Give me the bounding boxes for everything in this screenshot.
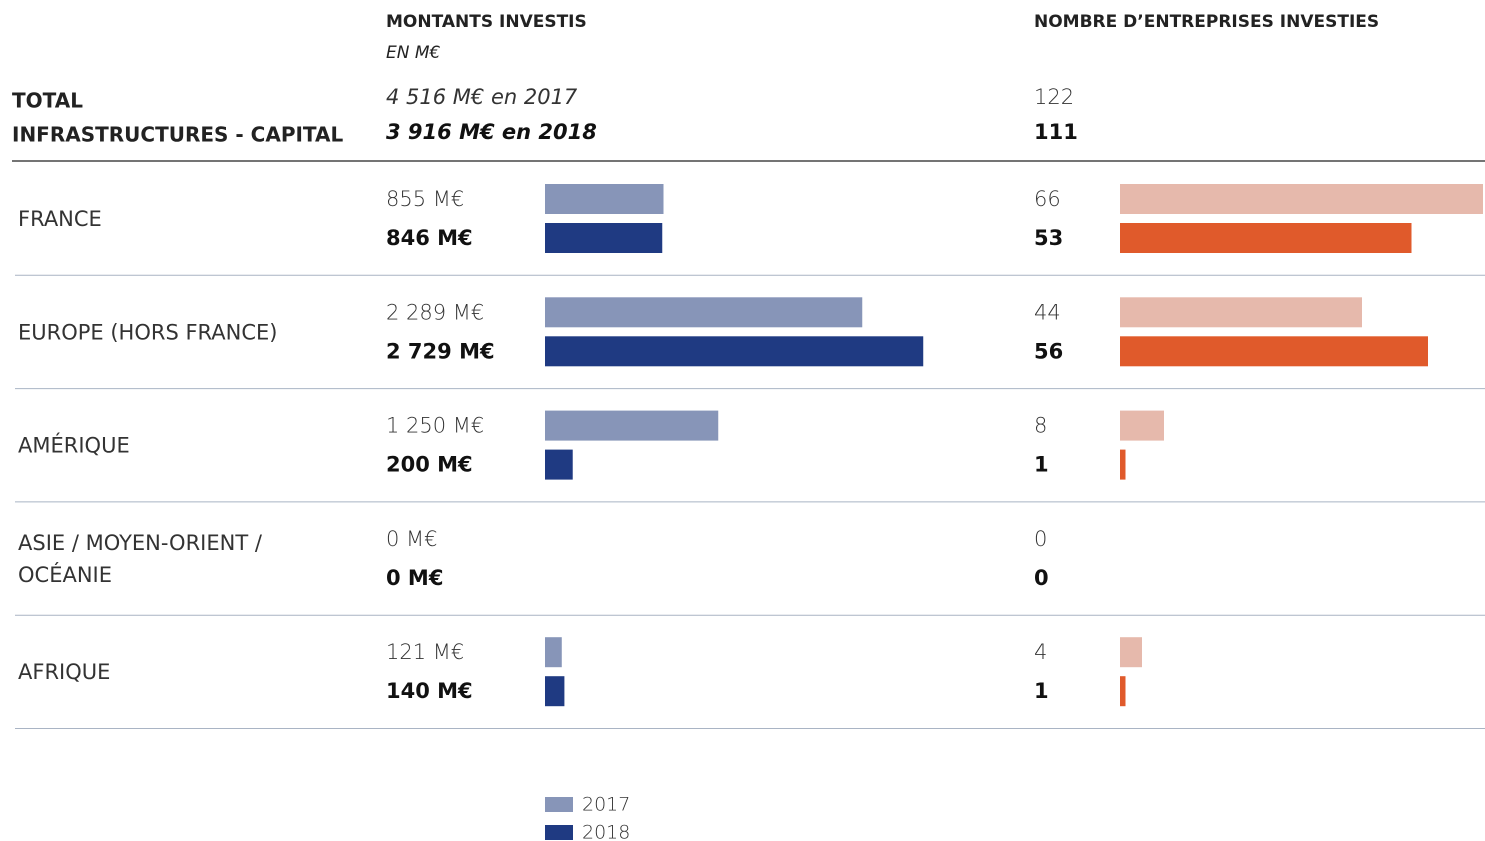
count-bar bbox=[1120, 297, 1362, 328]
counts-header: NOMBRE D’ENTREPRISES INVESTIES bbox=[1034, 12, 1379, 32]
total-amount: 3 916 M€ en 2018 bbox=[386, 120, 597, 144]
count-label: 44 bbox=[1034, 300, 1061, 324]
amount-label: 121 M€ bbox=[386, 640, 464, 664]
count-bar bbox=[1120, 184, 1483, 214]
region-name: FRANCE bbox=[18, 207, 102, 231]
count-bar bbox=[1120, 676, 1126, 707]
total-label: TOTAL bbox=[12, 89, 83, 113]
count-label: 0 bbox=[1034, 566, 1049, 590]
amount-label: 2 289 M€ bbox=[386, 300, 484, 324]
region-name: OCÉANIE bbox=[18, 562, 112, 587]
amount-bar bbox=[545, 410, 719, 441]
amounts-header: MONTANTS INVESTIS bbox=[386, 12, 587, 32]
total-count: 111 bbox=[1034, 120, 1078, 144]
amount-bar bbox=[545, 184, 664, 214]
count-bar bbox=[1120, 449, 1126, 480]
region-name: ASIE / MOYEN-ORIENT / bbox=[18, 531, 263, 555]
region-name: EUROPE (HORS FRANCE) bbox=[18, 320, 278, 344]
total-count: 122 bbox=[1034, 85, 1074, 109]
legend-label: 2017 bbox=[582, 794, 630, 816]
amount-label: 200 M€ bbox=[386, 453, 473, 477]
count-label: 0 bbox=[1034, 527, 1047, 551]
amount-bar bbox=[545, 637, 562, 668]
count-label: 1 bbox=[1034, 679, 1049, 703]
legend-swatch bbox=[545, 825, 573, 840]
amount-bar bbox=[545, 336, 924, 367]
amount-label: 140 M€ bbox=[386, 679, 473, 703]
region-name: AMÉRIQUE bbox=[18, 433, 130, 458]
amount-bar bbox=[545, 297, 863, 328]
count-bar bbox=[1120, 410, 1164, 441]
amounts-unit: EN M€ bbox=[386, 43, 441, 63]
amount-bar bbox=[545, 223, 663, 253]
region-name: AFRIQUE bbox=[18, 660, 110, 684]
legend-label: 2018 bbox=[582, 822, 630, 841]
count-label: 8 bbox=[1034, 414, 1047, 438]
amount-label: 855 M€ bbox=[386, 187, 464, 211]
count-bar bbox=[1120, 223, 1412, 253]
count-label: 1 bbox=[1034, 453, 1049, 477]
total-amount: 4 516 M€ en 2017 bbox=[386, 85, 578, 109]
count-label: 56 bbox=[1034, 339, 1063, 363]
count-label: 4 bbox=[1034, 640, 1047, 664]
amount-label: 1 250 M€ bbox=[386, 414, 484, 438]
count-label: 53 bbox=[1034, 226, 1063, 250]
amount-label: 0 M€ bbox=[386, 566, 443, 590]
amount-bar bbox=[545, 676, 565, 707]
count-bar bbox=[1120, 336, 1428, 367]
count-label: 66 bbox=[1034, 187, 1061, 211]
amount-bar bbox=[545, 449, 573, 480]
count-bar bbox=[1120, 637, 1142, 668]
amount-label: 846 M€ bbox=[386, 226, 473, 250]
amount-label: 2 729 M€ bbox=[386, 339, 495, 363]
amount-label: 0 M€ bbox=[386, 527, 438, 551]
legend-swatch bbox=[545, 797, 573, 812]
total-label: INFRASTRUCTURES - CAPITAL bbox=[12, 123, 343, 147]
